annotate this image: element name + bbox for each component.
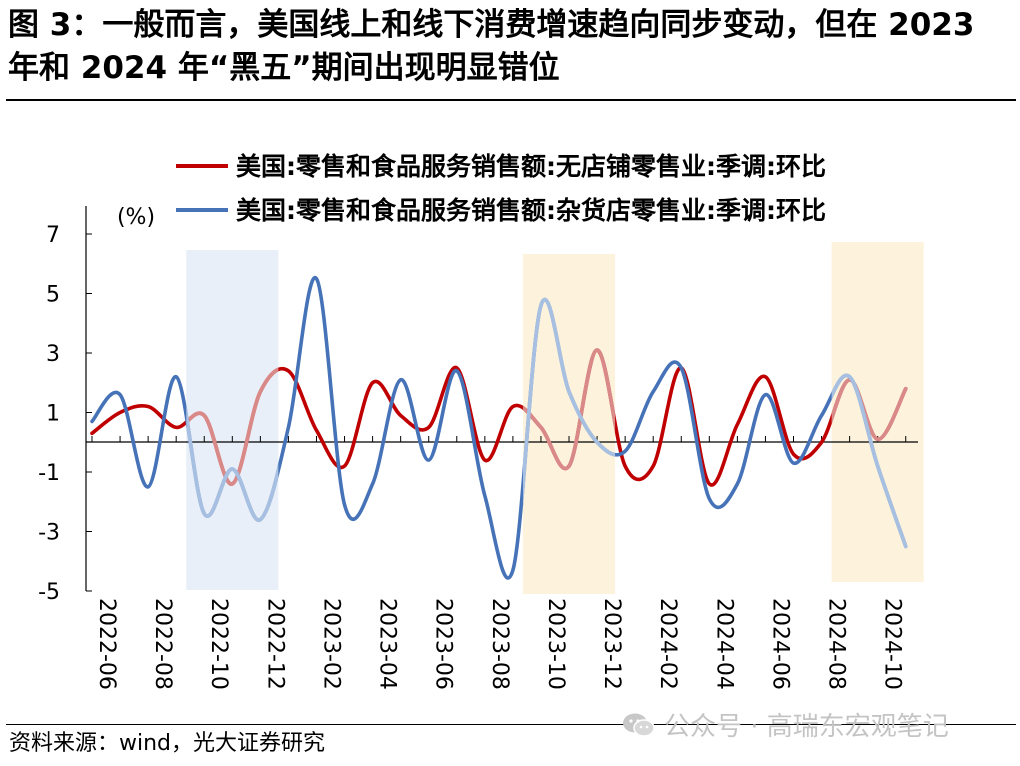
x-tick-label: 2022-10 bbox=[206, 598, 231, 690]
watermark-text: 公众号 · 高瑞东宏观笔记 bbox=[664, 712, 949, 742]
x-tick-label: 2023-08 bbox=[487, 598, 512, 690]
y-tick-label: 5 bbox=[46, 283, 60, 308]
watermark: 公众号 · 高瑞东宏观笔记 bbox=[622, 706, 949, 743]
source-rule bbox=[6, 724, 1016, 725]
series-line-faded-2 bbox=[522, 297, 616, 508]
x-tick-label: 2022-06 bbox=[94, 598, 119, 690]
x-tick-label: 2024-04 bbox=[711, 598, 736, 690]
series-line-faded-2 bbox=[831, 373, 908, 549]
highlight-band-3 bbox=[831, 242, 924, 582]
y-tick-label: 1 bbox=[46, 402, 60, 427]
x-tick-label: 2023-06 bbox=[431, 598, 456, 690]
y-axis-label: (%) bbox=[117, 205, 155, 230]
wechat-icon bbox=[623, 713, 655, 737]
legend-label-2: 美国:零售和食品服务销售额:杂货店零售业:季调:环比 bbox=[236, 196, 826, 225]
figure-title: 图 3：一般而言，美国线上和线下消费增速趋向同步变动，但在 2023 年和 20… bbox=[8, 7, 975, 86]
line-chart: -5 -3 -1 1 3 5 7 (%) 2022-06 2022-08 2022-10 2022-1… bbox=[38, 152, 924, 690]
x-tick-label: 2024-08 bbox=[824, 598, 849, 690]
y-tick-label: 7 bbox=[46, 223, 60, 248]
x-tick-label: 2023-02 bbox=[318, 598, 343, 690]
x-tick-label: 2023-04 bbox=[375, 598, 400, 690]
x-tick-label: 2022-08 bbox=[150, 598, 175, 690]
x-tick-label: 2023-10 bbox=[543, 598, 568, 690]
series-line-faded-1 bbox=[831, 377, 908, 442]
y-tick-label: -5 bbox=[38, 580, 60, 605]
y-tick-label: 3 bbox=[46, 342, 60, 367]
x-tick-label: 2024-06 bbox=[767, 598, 792, 690]
y-tick-label: -3 bbox=[38, 521, 60, 546]
highlight-band-1 bbox=[186, 250, 279, 590]
title-rule bbox=[6, 99, 1016, 101]
x-tick-label: 2023-12 bbox=[599, 598, 624, 690]
y-tick-label: -1 bbox=[38, 461, 60, 486]
series-line-faded-2 bbox=[186, 403, 279, 522]
x-tick-label: 2024-10 bbox=[880, 598, 905, 690]
legend-label-1: 美国:零售和食品服务销售额:无店铺零售业:季调:环比 bbox=[236, 152, 826, 181]
series-line-faded-1 bbox=[186, 367, 279, 486]
series-line-faded-1 bbox=[522, 348, 616, 471]
x-tick-label: 2022-12 bbox=[262, 598, 287, 690]
source-note: 资料来源：wind，光大证券研究 bbox=[9, 731, 326, 756]
x-tick-label: 2024-02 bbox=[655, 598, 680, 690]
